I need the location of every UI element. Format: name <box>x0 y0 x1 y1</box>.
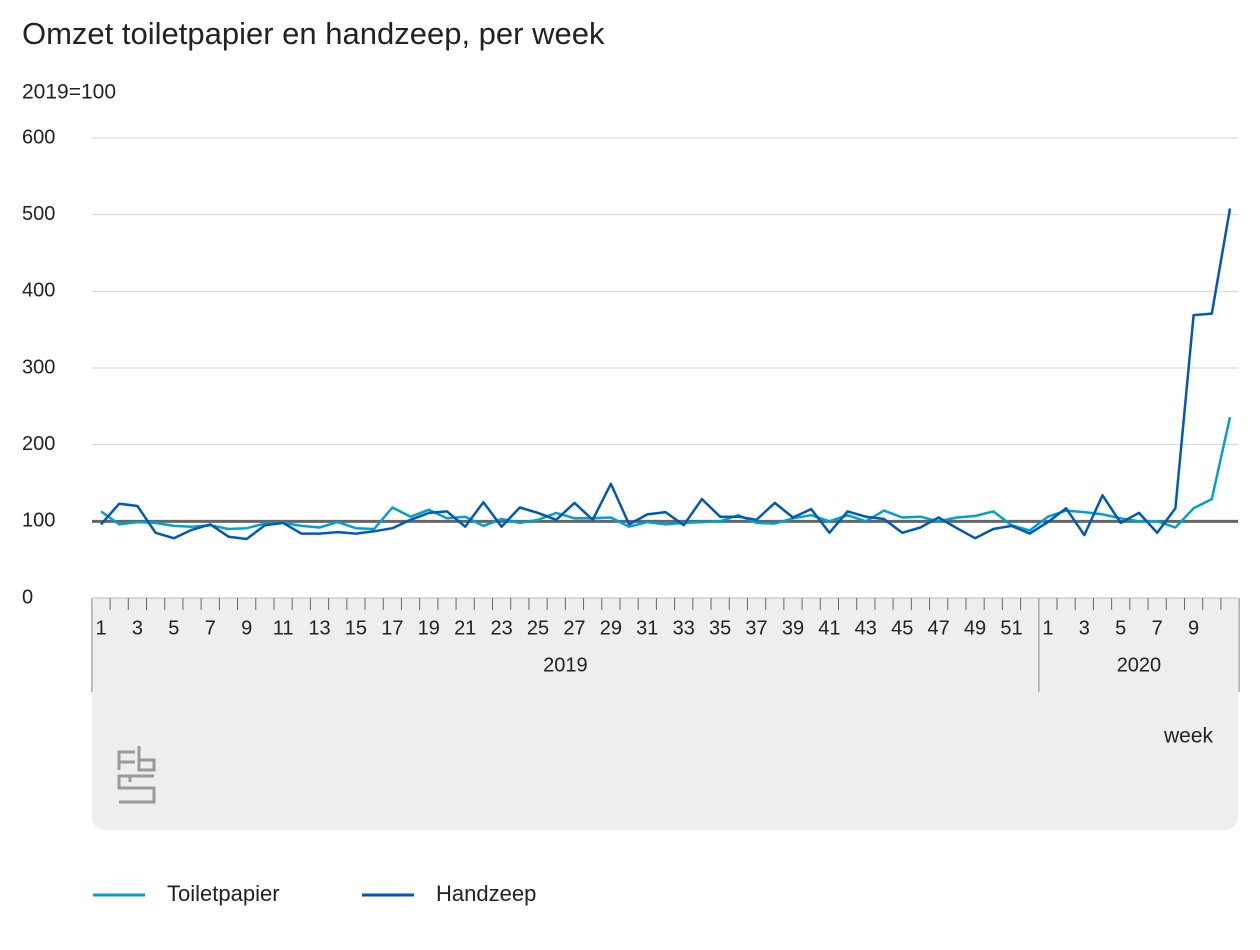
x-tick-label: 49 <box>964 617 986 639</box>
x-tick-label: 9 <box>241 617 252 639</box>
x-tick-label: 27 <box>563 617 585 639</box>
x-tick-label: 5 <box>1115 617 1126 639</box>
logo <box>117 746 156 804</box>
x-tick-label: 1 <box>1042 617 1053 639</box>
x-tick-label: 15 <box>345 617 367 639</box>
x-tick-label: 47 <box>928 617 950 639</box>
x-axis-label: week <box>1163 725 1214 748</box>
x-tick-label: 5 <box>168 617 179 639</box>
group-label: 2020 <box>1117 654 1162 676</box>
x-tick-label: 25 <box>527 617 549 639</box>
x-tick-label: 1 <box>95 617 106 639</box>
x-tick-label: 13 <box>308 617 330 639</box>
legend-label: Toiletpapier <box>167 881 280 906</box>
x-tick-label: 29 <box>600 617 622 639</box>
legend-label: Handzeep <box>436 881 536 906</box>
y-tick-label: 400 <box>22 280 55 302</box>
x-tick-label: 7 <box>1152 617 1163 639</box>
x-tick-label: 35 <box>709 617 731 639</box>
chart-title: Omzet toiletpapier en handzeep, per week <box>22 16 605 51</box>
axis-panel <box>92 598 1238 830</box>
x-tick-label: 41 <box>818 617 840 639</box>
x-tick-label: 17 <box>381 617 403 639</box>
y-tick-label: 600 <box>22 126 55 148</box>
x-tick-label: 23 <box>490 617 512 639</box>
x-tick-label: 21 <box>454 617 476 639</box>
x-tick-label: 51 <box>1000 617 1022 639</box>
x-tick-label: 37 <box>745 617 767 639</box>
x-tick-label: 33 <box>673 617 695 639</box>
x-tick-label: 39 <box>782 617 804 639</box>
x-tick-label: 31 <box>636 617 658 639</box>
y-tick-label: 100 <box>22 510 55 532</box>
x-tick-label: 3 <box>132 617 143 639</box>
x-tick-label: 11 <box>273 617 294 639</box>
y-tick-label: 200 <box>22 433 55 455</box>
x-tick-label: 7 <box>205 617 216 639</box>
series-line <box>100 416 1232 532</box>
y-tick-label: 0 <box>22 586 33 608</box>
x-tick-label: 19 <box>418 617 440 639</box>
x-tick-label: 45 <box>891 617 913 639</box>
series-line <box>100 208 1232 541</box>
y-tick-label: 300 <box>22 356 55 378</box>
x-tick-label: 43 <box>855 617 877 639</box>
x-tick-label: 3 <box>1079 617 1090 639</box>
subtitle: 2019=100 <box>22 81 116 104</box>
group-label: 2019 <box>543 654 588 676</box>
x-tick-label: 9 <box>1188 617 1199 639</box>
y-tick-label: 500 <box>22 203 55 225</box>
